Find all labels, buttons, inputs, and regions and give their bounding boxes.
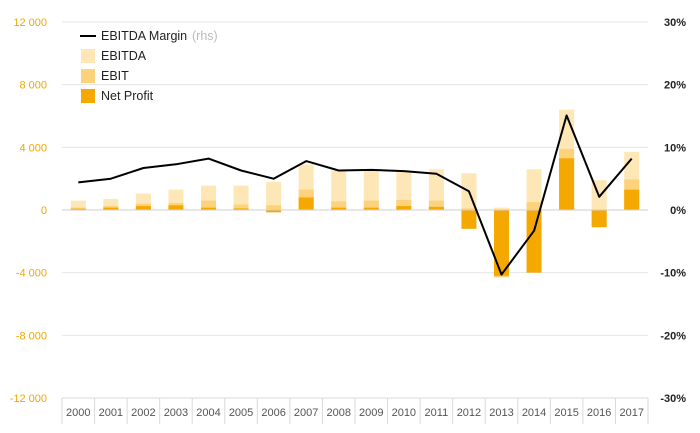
- x-tick-label: 2007: [294, 407, 318, 419]
- x-tick-label: 2001: [99, 407, 123, 419]
- y-left-tick-label: 12 000: [13, 17, 47, 29]
- x-tick-label: 2015: [554, 407, 578, 419]
- x-tick-label: 2006: [261, 407, 285, 419]
- bar-ebitda: [363, 170, 379, 210]
- line-ebitda-margin: [78, 114, 633, 276]
- y-left-tick-label: 4 000: [19, 142, 47, 154]
- legend-label: Net Profit: [101, 89, 154, 103]
- y-right-tick-label: 30%: [664, 17, 686, 29]
- x-tick-label: 2012: [457, 407, 481, 419]
- bars: [70, 109, 640, 278]
- bar-ebit: [233, 204, 249, 210]
- y-right-tick-label: -30%: [660, 393, 686, 405]
- legend-swatch: [81, 49, 95, 63]
- x-tick-label: 2014: [522, 407, 546, 419]
- x-tick-label: 2003: [164, 407, 188, 419]
- y-right-tick-label: -10%: [660, 268, 686, 280]
- x-tick-label: 2008: [326, 407, 350, 419]
- x-tick-label: 2004: [196, 407, 220, 419]
- x-tick-label: 2002: [131, 407, 155, 419]
- bar-ebitda: [331, 170, 347, 210]
- bar-ebit: [428, 200, 444, 210]
- bar-ebit: [526, 202, 542, 210]
- axes: 12 000 8 000 4 000 0 -4 000 -8 000 -12 000 30% 2…: [10, 17, 687, 419]
- bar-net-profit: [363, 207, 379, 210]
- x-tick-label: 2013: [489, 407, 513, 419]
- y-right-tick-label: 0%: [670, 205, 686, 217]
- bar-ebitda: [428, 169, 444, 210]
- y-right-tick-label: 10%: [664, 142, 686, 154]
- gridlines: [61, 21, 649, 424]
- bar-net-profit: [428, 206, 444, 210]
- bar-net-profit: [103, 207, 119, 210]
- legend-suffix: (rhs): [192, 29, 218, 43]
- bar-net-profit: [396, 206, 412, 210]
- bar-ebit: [331, 201, 347, 210]
- y-left-tick-label: 8 000: [19, 80, 47, 92]
- bar-net-profit: [494, 210, 509, 276]
- bar-ebitda: [233, 185, 249, 210]
- legend-label: EBITDA Margin: [101, 29, 187, 43]
- x-tick-label: 2009: [359, 407, 383, 419]
- bar-net-profit: [526, 210, 542, 273]
- bar-ebitda: [103, 199, 119, 210]
- bar-net-profit: [331, 207, 347, 210]
- legend: EBITDA Margin (rhs) EBITDA EBIT Net Profit: [80, 29, 218, 103]
- x-tick-label: 2010: [392, 407, 416, 419]
- bar-net-profit: [298, 197, 314, 210]
- legend-label: EBITDA: [101, 49, 147, 63]
- bar-ebit: [363, 200, 379, 210]
- bar-ebitda: [266, 181, 282, 210]
- bar-net-profit: [559, 158, 575, 210]
- bar-net-profit: [591, 210, 607, 228]
- y-left-tick-label: -12 000: [10, 393, 47, 405]
- bar-net-profit: [168, 205, 184, 210]
- x-tick-label: 2011: [425, 407, 449, 419]
- bar-net-profit: [233, 208, 249, 210]
- bar-net-profit: [70, 208, 86, 210]
- y-left-tick-label: -8 000: [16, 330, 47, 342]
- bar-ebit: [201, 200, 216, 210]
- x-tick-label: 2016: [587, 407, 611, 419]
- bar-net-profit: [624, 189, 640, 210]
- y-left-tick-label: 0: [41, 205, 47, 217]
- bar-ebit: [461, 208, 477, 210]
- legend-swatch: [81, 89, 95, 103]
- margin-line: [78, 114, 633, 276]
- bar-ebitda: [526, 169, 542, 210]
- legend-swatch: [81, 69, 95, 83]
- bar-ebitda: [70, 200, 86, 210]
- bar-ebitda: [494, 207, 509, 210]
- bar-ebit: [266, 205, 282, 210]
- y-right-tick-label: 20%: [664, 80, 686, 92]
- bar-net-profit: [201, 207, 216, 210]
- x-tick-label: 2005: [229, 407, 253, 419]
- bar-net-profit: [266, 210, 282, 213]
- bar-ebit: [396, 199, 412, 210]
- bar-net-profit: [135, 206, 151, 210]
- x-tick-label: 2017: [619, 407, 643, 419]
- y-right-tick-label: -20%: [660, 330, 686, 342]
- legend-label: EBIT: [101, 69, 129, 83]
- bar-net-profit: [461, 210, 477, 229]
- y-left-tick-label: -4 000: [16, 268, 47, 280]
- x-tick-label: 2000: [66, 407, 90, 419]
